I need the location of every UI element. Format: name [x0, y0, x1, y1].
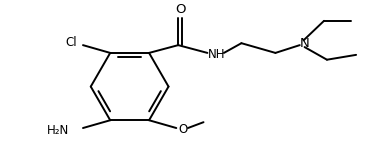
Text: O: O — [175, 3, 185, 16]
Text: N: N — [300, 37, 310, 50]
Text: O: O — [178, 123, 188, 136]
Text: NH: NH — [209, 48, 226, 61]
Text: H₂N: H₂N — [47, 124, 69, 137]
Text: Cl: Cl — [66, 36, 77, 49]
